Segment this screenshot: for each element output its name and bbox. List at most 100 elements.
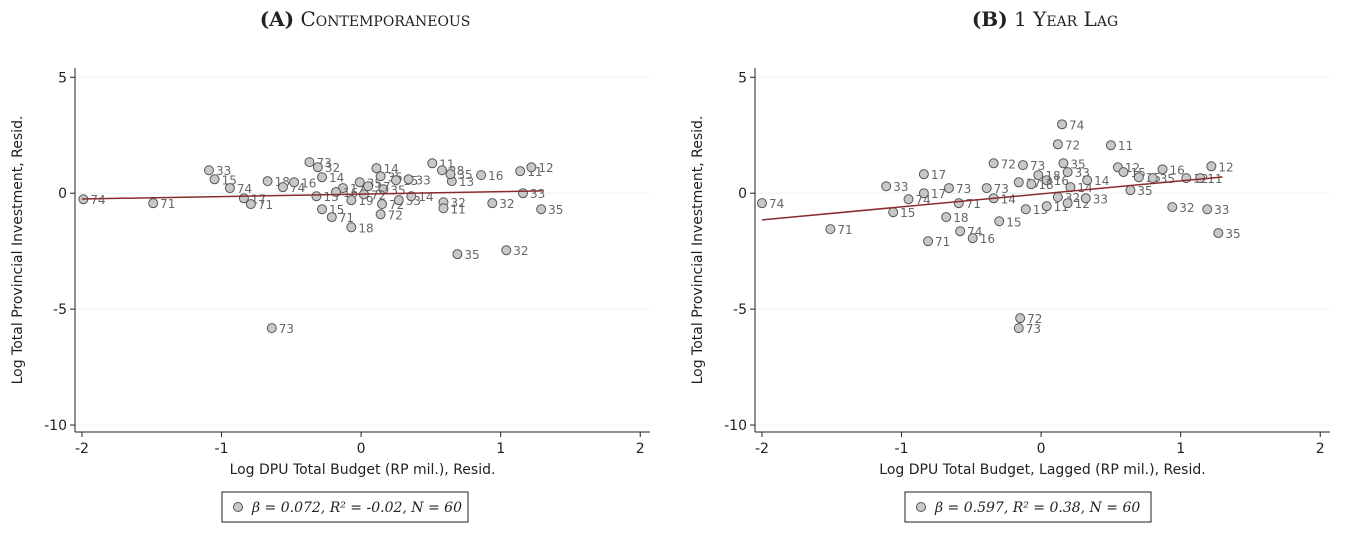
point-label: 71 <box>339 211 354 225</box>
x-axis-label: Log DPU Total Budget, Lagged (RP mil.), … <box>879 462 1205 478</box>
x-tick-label: 2 <box>1316 441 1325 457</box>
point <box>1017 160 1028 171</box>
point-label: 15 <box>900 206 915 220</box>
point <box>1206 161 1217 172</box>
point <box>1118 167 1129 178</box>
point-label: 71 <box>258 198 273 212</box>
point-label: 18 <box>1038 178 1053 192</box>
point-label: 16 <box>488 169 503 183</box>
point-label: 16 <box>1170 163 1185 177</box>
point-label: 33 <box>893 180 908 194</box>
legend-marker <box>233 502 243 512</box>
point-label: 71 <box>160 197 175 211</box>
point <box>209 174 220 185</box>
point-label: 73 <box>279 322 294 336</box>
point <box>375 209 386 220</box>
point-label: 35 <box>464 248 479 262</box>
point-label: 74 <box>769 197 784 211</box>
fit-line <box>761 176 1223 221</box>
point <box>994 216 1005 227</box>
point-label: 73 <box>994 182 1009 196</box>
point <box>1026 179 1037 190</box>
point-label: 74 <box>90 193 105 207</box>
x-tick-label: -1 <box>895 441 909 457</box>
point <box>1033 170 1044 181</box>
point <box>1013 177 1024 188</box>
point-label: 18 <box>1045 169 1060 183</box>
point <box>346 222 357 233</box>
point <box>903 194 914 205</box>
legend-box <box>904 491 1152 523</box>
point-label: 15 <box>1006 215 1021 229</box>
point-label: 35 <box>1070 157 1085 171</box>
point <box>888 207 899 218</box>
x-axis-label: Log DPU Total Budget (RP mil.), Resid. <box>230 462 496 478</box>
point-label: 33 <box>216 164 231 178</box>
point <box>941 212 952 223</box>
point <box>1020 204 1031 215</box>
y-axis-label: Log Total Provincial Investment, Resid. <box>690 116 706 385</box>
point <box>1125 185 1136 196</box>
point-label: 35 <box>1137 184 1152 198</box>
point-label: 12 <box>1125 161 1140 175</box>
point-label: 72 <box>1001 157 1016 171</box>
point <box>363 181 374 192</box>
point-label: 11 <box>1207 172 1222 186</box>
x-tick-label: -1 <box>215 441 229 457</box>
point <box>943 183 954 194</box>
point-label: 33 <box>1214 203 1229 217</box>
point-label: 17 <box>931 187 946 201</box>
point <box>1157 164 1168 175</box>
x-tick-label: 1 <box>1176 441 1185 457</box>
point <box>427 158 438 169</box>
point-label: 18 <box>953 211 968 225</box>
point <box>371 163 382 174</box>
point-label: 16 <box>980 232 995 246</box>
point-label: 72 <box>1065 138 1080 152</box>
point <box>317 172 328 183</box>
point <box>825 224 836 235</box>
point-label: 16 <box>1054 174 1069 188</box>
point-label: 72 <box>388 208 403 222</box>
point <box>1080 193 1091 204</box>
point <box>515 166 526 177</box>
point-label: 13 <box>459 175 474 189</box>
point <box>1105 140 1116 151</box>
point <box>517 188 528 199</box>
point-label: 35 <box>548 203 563 217</box>
point <box>1052 139 1063 150</box>
title-text: 1 Year Lag <box>1014 7 1118 31</box>
point-label: 14 <box>383 162 398 176</box>
point-label: 33 <box>530 187 545 201</box>
x-tick-label: 2 <box>636 441 645 457</box>
point <box>311 191 322 202</box>
point-label: 16 <box>343 186 358 200</box>
x-tick-label: -2 <box>755 441 769 457</box>
point-label: 33 <box>1093 192 1108 206</box>
x-tick-label: 1 <box>496 441 505 457</box>
point-label: 17 <box>375 180 390 194</box>
point-label: 32 <box>325 161 340 175</box>
point <box>526 162 537 173</box>
point-label: 17 <box>931 168 946 182</box>
point <box>277 182 288 193</box>
point-label: 74 <box>237 182 252 196</box>
point <box>403 174 414 185</box>
y-tick-label: -10 <box>44 418 67 434</box>
point <box>988 158 999 169</box>
point-label: 14 <box>1001 192 1016 206</box>
point <box>1167 202 1178 213</box>
point-label: 12 <box>538 161 553 175</box>
point <box>1041 175 1052 186</box>
point-label: 73 <box>1030 159 1045 173</box>
x-tick-label: -2 <box>75 441 89 457</box>
point <box>918 188 929 199</box>
point <box>203 165 214 176</box>
point-label: 18 <box>358 221 373 235</box>
point <box>501 245 512 256</box>
point <box>317 204 328 215</box>
point-label: 15 <box>222 173 237 187</box>
point <box>390 175 401 186</box>
point <box>1058 158 1069 169</box>
